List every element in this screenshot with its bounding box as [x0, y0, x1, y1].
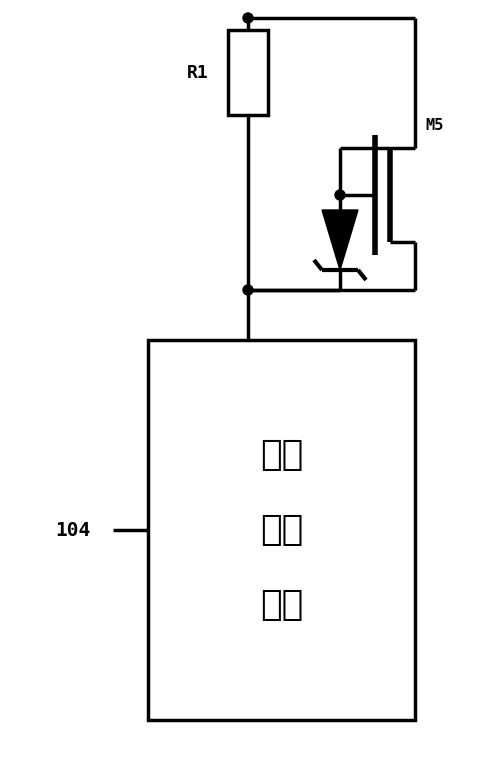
Polygon shape [322, 210, 358, 270]
Text: 单元: 单元 [260, 588, 303, 622]
Text: 稳压: 稳压 [260, 513, 303, 547]
Text: M5: M5 [425, 117, 443, 132]
Bar [148, 340, 415, 720]
Circle shape [243, 285, 253, 295]
Text: 104: 104 [56, 521, 91, 540]
Bar [228, 30, 268, 115]
Text: 第一: 第一 [260, 438, 303, 472]
Text: R1: R1 [187, 63, 209, 81]
Circle shape [243, 13, 253, 23]
Circle shape [335, 190, 345, 200]
